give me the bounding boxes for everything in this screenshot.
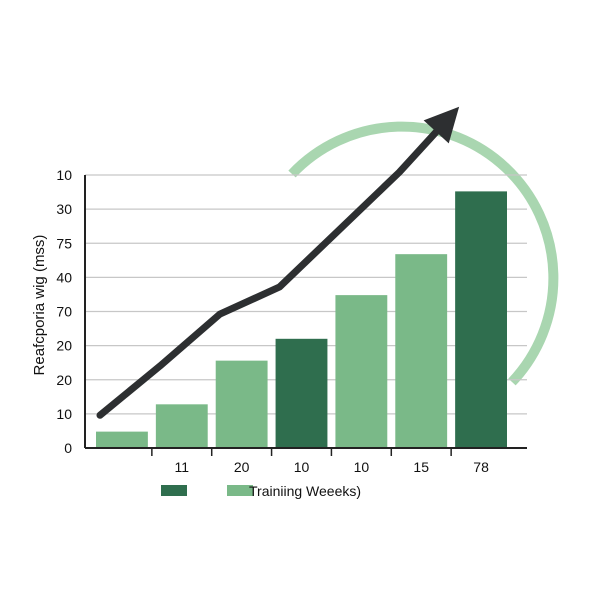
y-tick-label: 10 (56, 167, 72, 183)
trend-line (96, 128, 440, 419)
y-tick-label: 20 (56, 372, 72, 388)
x-tick-label: 10 (294, 459, 310, 475)
x-tick-label: 20 (234, 459, 250, 475)
y-tick-label: 70 (56, 304, 72, 320)
bar-2 (155, 404, 208, 448)
y-tick-label: 0 (64, 440, 72, 456)
x-tick-label: 78 (473, 459, 489, 475)
y-axis-label: Reafcporia wig (mss) (31, 235, 48, 376)
y-tick-label: 75 (56, 235, 72, 251)
x-tick-label: 15 (413, 459, 429, 475)
decorative-arc (288, 121, 559, 386)
legend-label: Trainiing Weeeks) (249, 483, 361, 499)
bar-4 (275, 338, 328, 448)
legend-swatch (227, 485, 253, 496)
trend-arrowhead (423, 106, 460, 144)
bar-6 (395, 254, 448, 448)
y-tick-label: 10 (56, 406, 72, 422)
y-tick-label: 30 (56, 201, 72, 217)
bar-1 (96, 431, 148, 448)
x-tick-label: 11 (175, 459, 190, 475)
bar-3 (215, 360, 268, 448)
y-tick-label: 20 (56, 338, 72, 354)
legend-swatch (161, 485, 187, 496)
x-tick-label: 10 (354, 459, 370, 475)
bar-7 (455, 191, 507, 448)
y-tick-label: 40 (56, 269, 72, 285)
bar-5 (335, 295, 388, 448)
